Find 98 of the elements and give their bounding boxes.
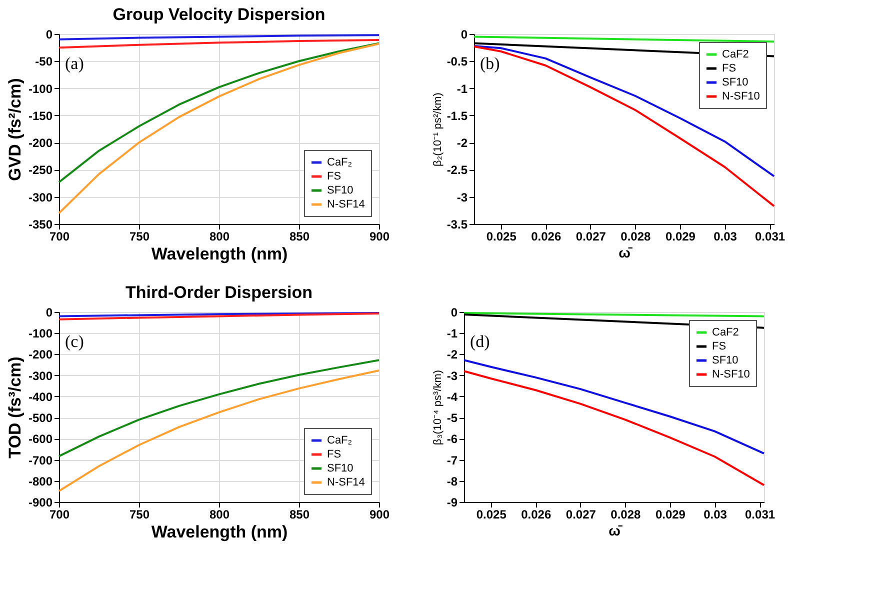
line-series <box>58 38 380 49</box>
chart-title: Group Velocity Dispersion <box>112 5 326 24</box>
legend-label: SF10 <box>722 76 748 88</box>
legend-label: N-SF10 <box>722 90 760 102</box>
x-tick-label: 850 <box>289 508 310 522</box>
legend-label: CaF₂ <box>327 156 352 168</box>
y-axis-title: β₃(10⁻⁴ ps³/km) <box>432 370 444 446</box>
y-tick-label: -600 <box>28 432 53 446</box>
y-tick-label: 0 <box>460 28 468 42</box>
legend-label: FS <box>327 448 342 460</box>
legend-label: FS <box>712 340 726 352</box>
y-tick-label: -100 <box>28 82 53 96</box>
x-tick-label: 0.028 <box>620 230 652 244</box>
y-tick-label: -250 <box>28 163 53 178</box>
legend-label: N-SF10 <box>712 368 750 380</box>
x-tick-label: 0.031 <box>745 508 776 522</box>
line-series <box>58 369 380 492</box>
x-tick-label: 750 <box>129 508 150 522</box>
y-tick-label: -150 <box>28 108 53 123</box>
y-tick-label: -200 <box>28 136 53 150</box>
x-tick-label: 800 <box>209 508 230 522</box>
x-tick-label: 0.031 <box>755 230 786 244</box>
y-tick-label: -500 <box>28 411 53 426</box>
annotation: (b) <box>480 54 500 73</box>
x-tick-label: 900 <box>369 508 390 522</box>
annotation: (a) <box>65 54 84 73</box>
x-tick-label: 0.028 <box>610 508 642 522</box>
x-tick-label: 700 <box>49 230 70 244</box>
x-tick-label: 700 <box>49 508 70 522</box>
annotation: (c) <box>65 332 84 351</box>
legend-label: CaF₂ <box>327 434 352 446</box>
y-tick-label: -700 <box>28 453 53 468</box>
x-axis-title: Wavelength (nm) <box>151 244 288 264</box>
y-tick-label: -300 <box>28 190 53 204</box>
y-tick-label: -100 <box>28 326 53 341</box>
legend-label: CaF2 <box>712 326 739 338</box>
y-tick-label: -800 <box>28 474 53 488</box>
y-tick-label: -900 <box>28 496 53 510</box>
y-tick-label: -7 <box>446 453 458 468</box>
y-tick-label: -5 <box>446 411 458 426</box>
y-tick-label: 0 <box>46 306 53 320</box>
legend-label: SF10 <box>327 462 354 474</box>
legend-label: N-SF14 <box>327 198 365 210</box>
x-axis-title: ω̄ <box>608 522 624 538</box>
y-tick-label: 0 <box>450 306 458 320</box>
x-tick-label: 0.027 <box>566 508 596 522</box>
y-tick-label: -1 <box>446 326 458 341</box>
x-tick-label: 0.029 <box>655 508 686 522</box>
line-series <box>58 359 380 458</box>
line-series <box>463 370 765 486</box>
y-tick-label: -3 <box>446 368 458 383</box>
legend-label: FS <box>327 170 342 182</box>
legend-label: SF10 <box>327 184 354 196</box>
x-axis-title: ω̄ <box>618 244 634 260</box>
y-tick-label: -2 <box>456 136 468 150</box>
y-axis-title: GVD (fs²/cm) <box>5 78 24 181</box>
line-series <box>58 42 380 184</box>
x-tick-label: 750 <box>129 230 150 244</box>
y-tick-label: -200 <box>28 348 53 362</box>
x-tick-label: 0.025 <box>476 508 507 522</box>
y-tick-label: -2 <box>446 348 458 362</box>
x-tick-label: 0.026 <box>531 230 562 244</box>
y-tick-label: -3.5 <box>446 218 468 232</box>
y-tick-label: -2.5 <box>446 163 468 178</box>
chart-title: Third-Order Dispersion <box>125 283 313 302</box>
x-tick-label: 800 <box>209 230 230 244</box>
x-axis-title: Wavelength (nm) <box>151 522 288 542</box>
x-tick-label: 0.03 <box>704 508 728 522</box>
y-tick-label: -9 <box>446 496 458 510</box>
line-series <box>473 44 775 178</box>
x-tick-label: 0.027 <box>576 230 606 244</box>
y-axis-title: TOD (fs³/cm) <box>5 356 24 458</box>
line-series <box>58 42 380 214</box>
y-tick-label: -6 <box>446 432 458 446</box>
y-tick-label: -1 <box>456 82 468 96</box>
y-axis-title: β₂(10⁻¹ ps²/km) <box>432 92 444 166</box>
x-tick-label: 0.03 <box>714 230 738 244</box>
x-tick-label: 0.029 <box>665 230 696 244</box>
x-tick-label: 850 <box>289 230 310 244</box>
x-tick-label: 0.026 <box>521 508 552 522</box>
y-tick-label: -350 <box>28 218 53 232</box>
legend-label: CaF2 <box>722 48 749 60</box>
line-series <box>473 45 775 208</box>
legend-label: FS <box>722 62 736 74</box>
x-tick-label: 0.025 <box>486 230 517 244</box>
y-tick-label: -0.5 <box>446 54 468 69</box>
y-tick-label: 0 <box>46 28 53 42</box>
y-tick-label: -3 <box>456 190 468 204</box>
legend-label: N-SF14 <box>327 476 365 488</box>
y-tick-label: -8 <box>446 474 458 488</box>
y-tick-label: -400 <box>28 390 53 404</box>
y-tick-label: -50 <box>35 54 53 69</box>
y-tick-label: -1.5 <box>446 108 468 123</box>
y-tick-label: -4 <box>446 390 458 404</box>
x-tick-label: 900 <box>369 230 390 244</box>
annotation: (d) <box>470 332 490 351</box>
legend-label: SF10 <box>712 354 738 366</box>
y-tick-label: -300 <box>28 368 53 383</box>
